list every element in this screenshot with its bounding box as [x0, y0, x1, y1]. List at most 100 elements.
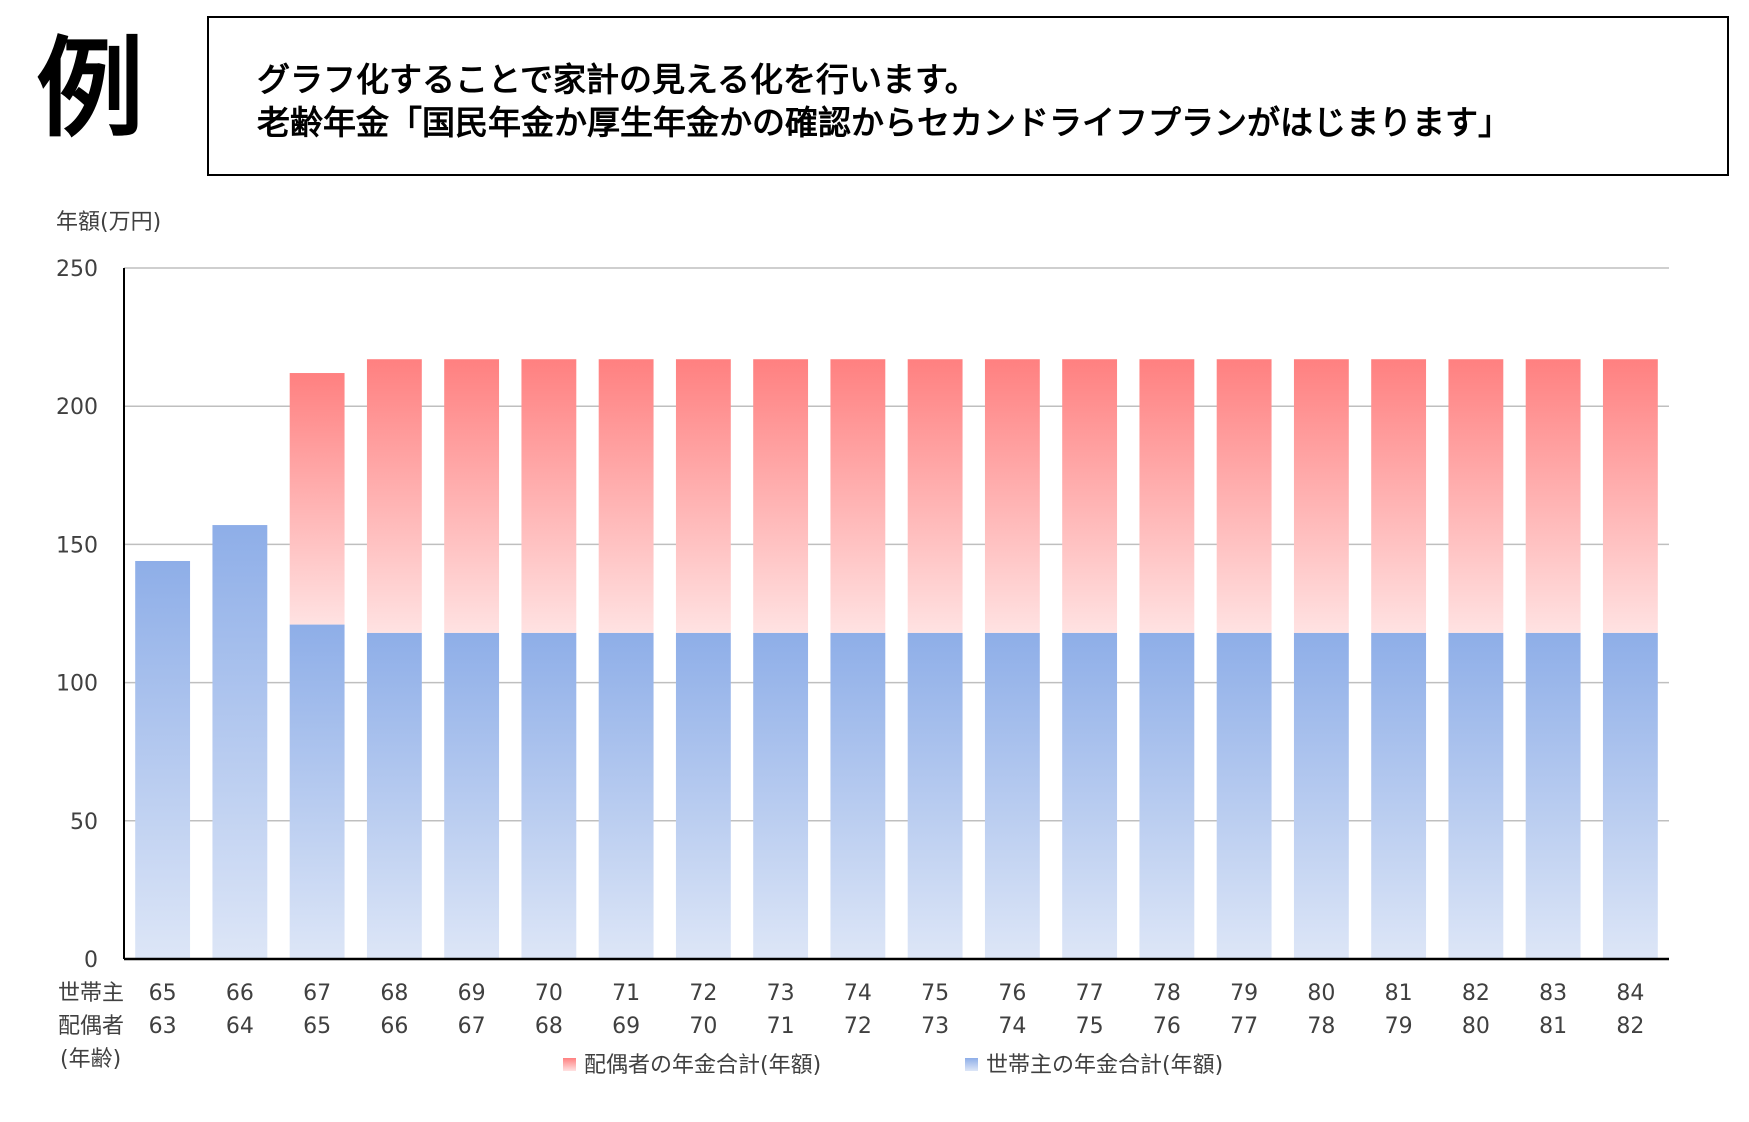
bar-spouse — [289, 373, 345, 625]
bar-head — [907, 632, 963, 959]
heading-box: グラフ化することで家計の見える化を行います。 老齢年金「国民年金か厚生年金かの確… — [207, 16, 1729, 176]
row-label-head: 世帯主 — [58, 981, 124, 1006]
y-tick-label: 0 — [84, 948, 98, 973]
bar-spouse — [1448, 359, 1504, 633]
bar-head — [289, 624, 345, 959]
x-tick-label-spouse: 78 — [1307, 1014, 1335, 1039]
bar-head — [1602, 632, 1658, 959]
x-tick-label-head: 77 — [1076, 981, 1104, 1006]
bars — [135, 359, 1658, 959]
y-tick-label: 150 — [56, 533, 98, 558]
bar-head — [1139, 632, 1195, 959]
x-tick-label-spouse: 73 — [921, 1014, 949, 1039]
bar-spouse — [1602, 359, 1658, 633]
x-tick-label-head: 74 — [844, 981, 872, 1006]
bar-spouse — [1525, 359, 1581, 633]
x-tick-label-head: 75 — [921, 981, 949, 1006]
legend-swatch-head — [965, 1058, 978, 1071]
gridlines — [124, 267, 1669, 822]
x-tick-label-head: 66 — [226, 981, 254, 1006]
bar-head — [444, 632, 500, 959]
y-tick-label: 200 — [56, 395, 98, 420]
row-labels: 世帯主 配偶者 (年齢) — [58, 981, 124, 1072]
x-tick-label-spouse: 81 — [1539, 1014, 1567, 1039]
x-tick-label-spouse: 82 — [1616, 1014, 1644, 1039]
x-tick-label-spouse: 79 — [1385, 1014, 1413, 1039]
x-tick-label-spouse: 74 — [998, 1014, 1026, 1039]
bar-spouse — [1062, 359, 1118, 633]
x-tick-labels: 65 63 66 64 67 65 68 66 69 67 70 68 71 69 72 70 73 71 74 72… — [149, 981, 1645, 1039]
x-tick-label-head: 76 — [998, 981, 1026, 1006]
x-tick-label-head: 65 — [149, 981, 177, 1006]
x-tick-label-head: 67 — [303, 981, 331, 1006]
bar-spouse — [753, 359, 809, 633]
y-tick-label: 50 — [70, 810, 98, 835]
x-tick-label-spouse: 63 — [149, 1014, 177, 1039]
x-tick-label-spouse: 64 — [226, 1014, 254, 1039]
bar-head — [366, 632, 422, 959]
bar-spouse — [444, 359, 500, 633]
x-tick-label-head: 79 — [1230, 981, 1258, 1006]
bar-spouse — [1371, 359, 1427, 633]
x-tick-label-head: 80 — [1307, 981, 1335, 1006]
bar-spouse — [521, 359, 577, 633]
legend-label-spouse: 配偶者の年金合計(年額) — [584, 1053, 821, 1078]
x-tick-label-spouse: 75 — [1076, 1014, 1104, 1039]
bar-head — [598, 632, 654, 959]
x-tick-label-spouse: 76 — [1153, 1014, 1181, 1039]
bar-spouse — [675, 359, 731, 633]
x-tick-label-head: 72 — [689, 981, 717, 1006]
legend-swatch-spouse — [563, 1058, 576, 1071]
bar-spouse — [366, 359, 422, 633]
x-tick-label-spouse: 66 — [380, 1014, 408, 1039]
bar-head — [1448, 632, 1504, 959]
bar-head — [212, 525, 268, 959]
x-tick-label-spouse: 80 — [1462, 1014, 1490, 1039]
x-tick-label-head: 70 — [535, 981, 563, 1006]
bar-head — [675, 632, 731, 959]
x-tick-label-head: 83 — [1539, 981, 1567, 1006]
bar-head — [984, 632, 1040, 959]
heading-line-2: 老齢年金「国民年金か厚生年金かの確認からセカンドライフプランがはじまります」 — [257, 103, 1511, 142]
bar-spouse — [1216, 359, 1272, 633]
bar-spouse — [830, 359, 886, 633]
bar-head — [1216, 632, 1272, 959]
row-label-age: (年齢) — [60, 1047, 121, 1072]
legend: 配偶者の年金合計(年額) 世帯主の年金合計(年額) — [563, 1053, 1223, 1078]
x-tick-label-spouse: 67 — [458, 1014, 486, 1039]
x-tick-label-head: 84 — [1616, 981, 1644, 1006]
y-tick-label: 250 — [56, 257, 98, 282]
bar-spouse — [907, 359, 963, 633]
x-tick-label-spouse: 77 — [1230, 1014, 1258, 1039]
heading-line-1: グラフ化することで家計の見える化を行います。 — [257, 60, 978, 99]
axes — [123, 268, 1669, 961]
x-tick-label-spouse: 65 — [303, 1014, 331, 1039]
bar-head — [1371, 632, 1427, 959]
bar-spouse — [598, 359, 654, 633]
x-tick-label-spouse: 70 — [689, 1014, 717, 1039]
x-tick-label-head: 71 — [612, 981, 640, 1006]
bar-head — [753, 632, 809, 959]
y-tick-labels: 0 50 100 150 200 250 — [56, 257, 98, 973]
bar-head — [1062, 632, 1118, 959]
x-tick-label-head: 81 — [1385, 981, 1413, 1006]
x-tick-label-head: 69 — [458, 981, 486, 1006]
example-mark: 例 — [36, 27, 144, 152]
bar-head — [135, 560, 191, 959]
bar-head — [1293, 632, 1349, 959]
x-tick-label-head: 78 — [1153, 981, 1181, 1006]
x-tick-label-head: 82 — [1462, 981, 1490, 1006]
row-label-spouse: 配偶者 — [58, 1014, 124, 1039]
bar-head — [1525, 632, 1581, 959]
y-axis-title: 年額(万円) — [56, 210, 161, 235]
x-tick-label-spouse: 69 — [612, 1014, 640, 1039]
x-tick-label-spouse: 72 — [844, 1014, 872, 1039]
x-tick-label-head: 73 — [767, 981, 795, 1006]
bar-spouse — [1293, 359, 1349, 633]
bar-spouse — [1139, 359, 1195, 633]
x-tick-label-spouse: 68 — [535, 1014, 563, 1039]
x-tick-label-head: 68 — [380, 981, 408, 1006]
bar-spouse — [984, 359, 1040, 633]
bar-head — [521, 632, 577, 959]
